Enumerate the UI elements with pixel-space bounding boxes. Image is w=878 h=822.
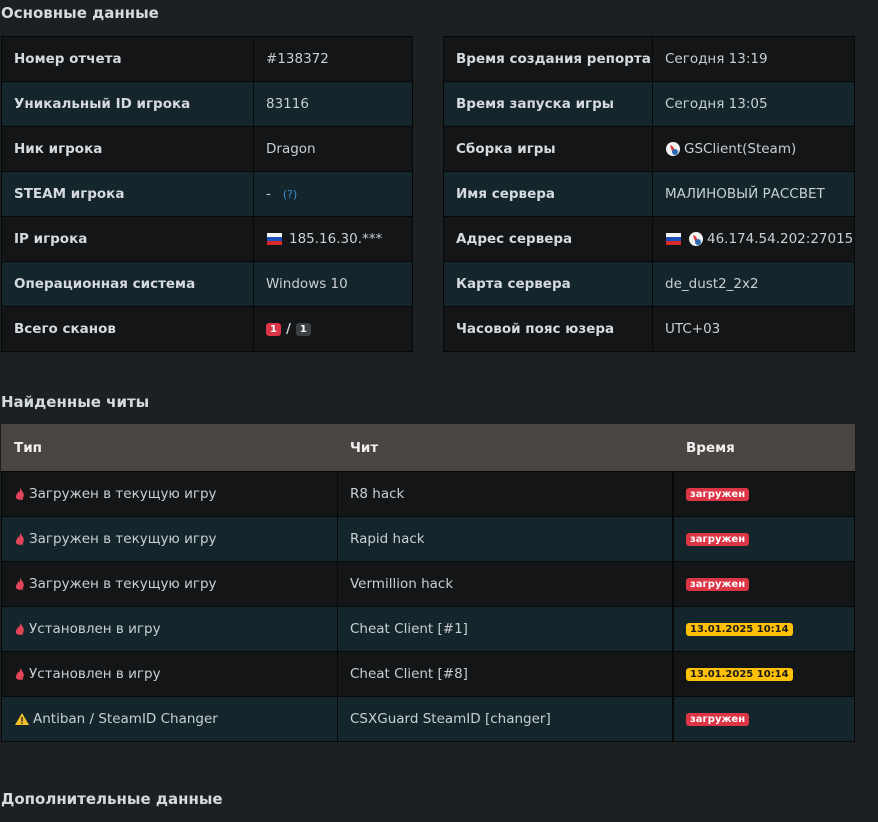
row-label: STEAM игрока <box>1 171 254 217</box>
flag-icon <box>267 233 282 245</box>
row-value: МАЛИНОВЫЙ РАССВЕТ <box>652 171 855 217</box>
time-badge: 13.01.2025 10:14 <box>686 667 793 681</box>
cheat-name: Rapid hack <box>337 516 673 562</box>
cheat-name: Cheat Client [#1] <box>337 606 673 652</box>
row-value: GSClient(Steam) <box>652 126 855 172</box>
cheat-time: загружен <box>673 696 855 742</box>
value-text: - <box>266 186 271 202</box>
client-icon <box>666 142 680 156</box>
row-label: Карта сервера <box>443 261 653 307</box>
time-badge: загружен <box>686 487 750 501</box>
cheat-time: 13.01.2025 10:14 <box>673 651 855 697</box>
row-label: Номер отчета <box>1 36 254 82</box>
row-value: Сегодня 13:19 <box>652 36 855 82</box>
column-header: Время <box>673 424 855 472</box>
value-text: Windows 10 <box>266 276 348 292</box>
fire-icon <box>15 488 24 500</box>
cheat-type: Antiban / SteamID Changer <box>1 696 338 742</box>
flag-icon <box>666 233 681 245</box>
row-value: de_dust2_2x2 <box>652 261 855 307</box>
value-text: de_dust2_2x2 <box>665 276 759 292</box>
cheat-time: загружен <box>673 561 855 607</box>
cheat-time: загружен <box>673 516 855 562</box>
column-header: Тип <box>1 424 338 472</box>
cheat-name: R8 hack <box>337 471 673 517</box>
cheat-time: 13.01.2025 10:14 <box>673 606 855 652</box>
value-text: UTC+03 <box>665 321 721 337</box>
cheat-name: Cheat Client [#8] <box>337 651 673 697</box>
row-value: Dragon <box>253 126 413 172</box>
badge: 1 <box>266 322 281 336</box>
value-text: 83116 <box>266 96 309 112</box>
cheat-type: Установлен в игру <box>1 606 338 652</box>
row-value: #138372 <box>253 36 413 82</box>
fire-icon <box>15 578 24 590</box>
row-value: 185.16.30.*** <box>253 216 413 262</box>
fire-icon <box>15 533 24 545</box>
section-title: Найденные читы <box>1 393 150 411</box>
section-title: Дополнительные данные <box>1 790 223 808</box>
client-icon <box>689 232 703 246</box>
fire-icon <box>15 668 24 680</box>
column-header: Чит <box>337 424 673 472</box>
type-text: Загружен в текущую игру <box>29 531 217 547</box>
value-text: 46.174.54.202:27015 <box>707 231 854 247</box>
row-label: Ник игрока <box>1 126 254 172</box>
type-text: Загружен в текущую игру <box>29 486 217 502</box>
value-text: 185.16.30.*** <box>289 231 383 247</box>
cheat-name: Vermillion hack <box>337 561 673 607</box>
row-value: UTC+03 <box>652 306 855 352</box>
separator: / <box>285 321 291 337</box>
row-label: Уникальный ID игрока <box>1 81 254 127</box>
time-badge: загружен <box>686 712 750 726</box>
row-value: 1 / 1 <box>253 306 413 352</box>
row-label: Часовой пояс юзера <box>443 306 653 352</box>
badge: 1 <box>295 322 311 336</box>
cheat-type: Установлен в игру <box>1 651 338 697</box>
row-value: 46.174.54.202:27015 <box>652 216 855 262</box>
value-text: Сегодня 13:19 <box>665 51 768 67</box>
value-text: МАЛИНОВЫЙ РАССВЕТ <box>665 186 825 202</box>
warning-icon <box>15 713 29 725</box>
row-label: Всего сканов <box>1 306 254 352</box>
row-value: Windows 10 <box>253 261 413 307</box>
type-text: Установлен в игру <box>29 621 161 637</box>
time-badge: загружен <box>686 577 750 591</box>
type-text: Antiban / SteamID Changer <box>33 711 218 727</box>
section-title: Основные данные <box>1 4 159 22</box>
cheat-type: Загружен в текущую игру <box>1 471 338 517</box>
row-value: - (?) <box>253 171 413 217</box>
help-link: (?) <box>282 187 298 201</box>
value-text: #138372 <box>266 51 329 67</box>
row-label: Операционная система <box>1 261 254 307</box>
cheat-type: Загружен в текущую игру <box>1 561 338 607</box>
row-label: Сборка игры <box>443 126 653 172</box>
cheat-type: Загружен в текущую игру <box>1 516 338 562</box>
time-badge: загружен <box>686 532 750 546</box>
row-value: Сегодня 13:05 <box>652 81 855 127</box>
row-value: 83116 <box>253 81 413 127</box>
value-text: Dragon <box>266 141 316 157</box>
row-label: Время запуска игры <box>443 81 653 127</box>
type-text: Загружен в текущую игру <box>29 576 217 592</box>
value-text: Сегодня 13:05 <box>665 96 768 112</box>
cheat-name: CSXGuard SteamID [changer] <box>337 696 673 742</box>
time-badge: 13.01.2025 10:14 <box>686 622 793 636</box>
fire-icon <box>15 623 24 635</box>
row-label: Адрес сервера <box>443 216 653 262</box>
cheat-time: загружен <box>673 471 855 517</box>
value-text: GSClient(Steam) <box>684 141 797 157</box>
row-label: Время создания репорта <box>443 36 653 82</box>
row-label: IP игрока <box>1 216 254 262</box>
row-label: Имя сервера <box>443 171 653 217</box>
type-text: Установлен в игру <box>29 666 161 682</box>
